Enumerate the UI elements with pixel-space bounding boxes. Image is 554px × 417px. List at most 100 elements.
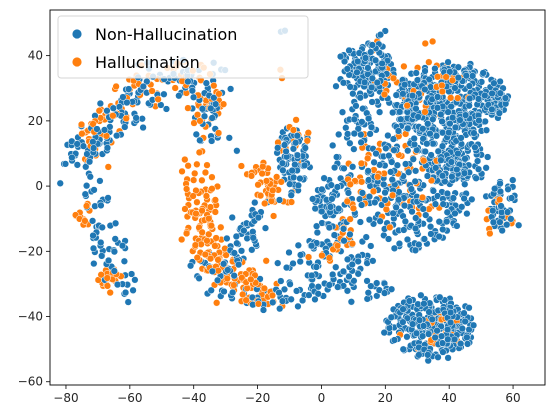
scatter-point-non-hallucination	[465, 102, 473, 110]
scatter-point-hallucination	[103, 282, 112, 290]
scatter-point-hallucination	[438, 81, 446, 90]
scatter-point-hallucination	[217, 223, 225, 231]
scatter-point-non-hallucination	[345, 46, 353, 55]
scatter-point-non-hallucination	[109, 104, 117, 112]
scatter-point-hallucination	[193, 253, 201, 262]
scatter-point-non-hallucination	[121, 288, 130, 297]
scatter-point-non-hallucination	[392, 91, 400, 99]
scatter-point-non-hallucination	[282, 263, 291, 272]
scatter-point-non-hallucination	[443, 217, 451, 226]
scatter-point-non-hallucination	[98, 252, 106, 260]
scatter-point-hallucination	[292, 116, 300, 124]
scatter-point-non-hallucination	[364, 114, 373, 123]
scatter-point-hallucination	[254, 181, 262, 189]
scatter-point-hallucination	[262, 177, 271, 185]
scatter-point-hallucination	[202, 192, 211, 200]
scatter-point-non-hallucination	[451, 123, 460, 132]
scatter-point-non-hallucination	[226, 85, 235, 93]
scatter-point-non-hallucination	[233, 147, 241, 155]
scatter-point-non-hallucination	[131, 276, 139, 284]
scatter-point-non-hallucination	[419, 125, 427, 133]
scatter-point-non-hallucination	[458, 203, 466, 211]
scatter-point-hallucination	[171, 84, 179, 92]
scatter-point-non-hallucination	[439, 200, 447, 208]
scatter-point-non-hallucination	[224, 266, 232, 274]
legend-label-non-hallucination: Non-Hallucination	[95, 25, 237, 44]
scatter-point-non-hallucination	[212, 100, 220, 108]
scatter-point-non-hallucination	[474, 165, 483, 173]
scatter-point-non-hallucination	[409, 155, 417, 163]
scatter-point-non-hallucination	[100, 126, 109, 134]
scatter-point-non-hallucination	[344, 130, 352, 138]
scatter-point-non-hallucination	[325, 223, 333, 232]
scatter-point-non-hallucination	[417, 291, 425, 299]
scatter-point-non-hallucination	[445, 128, 453, 137]
scatter-point-hallucination	[239, 290, 247, 299]
legend-marker-non-hallucination	[71, 28, 83, 40]
scatter-point-hallucination	[318, 251, 326, 260]
legend-label-hallucination: Hallucination	[95, 53, 200, 72]
scatter-point-hallucination	[304, 253, 313, 261]
scatter-point-non-hallucination	[432, 132, 441, 140]
scatter-point-non-hallucination	[294, 302, 302, 311]
scatter-point-non-hallucination	[378, 59, 386, 68]
scatter-point-hallucination	[442, 73, 450, 81]
scatter-point-non-hallucination	[90, 186, 98, 194]
scatter-point-non-hallucination	[230, 249, 238, 257]
scatter-point-non-hallucination	[89, 138, 97, 146]
scatter-point-non-hallucination	[89, 244, 98, 253]
scatter-point-non-hallucination	[375, 108, 384, 116]
scatter-point-hallucination	[346, 180, 354, 188]
scatter-point-non-hallucination	[381, 196, 389, 204]
scatter-point-hallucination	[433, 73, 442, 81]
scatter-point-non-hallucination	[89, 144, 98, 152]
scatter-point-non-hallucination	[349, 163, 357, 171]
y-tick-label: 40	[28, 49, 43, 63]
scatter-point-non-hallucination	[350, 277, 358, 285]
scatter-point-non-hallucination	[81, 190, 89, 198]
scatter-point-non-hallucination	[447, 102, 455, 111]
scatter-point-hallucination	[304, 129, 312, 137]
scatter-point-non-hallucination	[356, 94, 364, 102]
scatter-point-non-hallucination	[312, 222, 321, 230]
scatter-point-non-hallucination	[93, 125, 101, 133]
scatter-point-non-hallucination	[503, 221, 511, 229]
scatter-point-hallucination	[403, 101, 411, 110]
scatter-point-non-hallucination	[381, 27, 389, 35]
scatter-point-non-hallucination	[420, 235, 429, 243]
scatter-point-non-hallucination	[465, 82, 474, 90]
scatter-point-non-hallucination	[423, 172, 432, 180]
scatter-point-non-hallucination	[401, 81, 409, 89]
scatter-point-non-hallucination	[103, 144, 112, 152]
scatter-point-non-hallucination	[61, 160, 70, 168]
scatter-point-non-hallucination	[432, 164, 440, 172]
scatter-point-hallucination	[386, 223, 394, 232]
scatter-point-non-hallucination	[132, 114, 140, 122]
scatter-point-non-hallucination	[384, 131, 392, 140]
scatter-point-non-hallucination	[335, 205, 343, 213]
scatter-point-non-hallucination	[410, 134, 418, 143]
scatter-point-hallucination	[102, 132, 111, 140]
scatter-point-non-hallucination	[425, 330, 433, 338]
scatter-point-non-hallucination	[507, 194, 516, 202]
scatter-point-hallucination	[277, 178, 285, 186]
scatter-point-hallucination	[258, 169, 266, 178]
scatter-point-non-hallucination	[484, 153, 492, 161]
scatter-point-non-hallucination	[113, 280, 122, 289]
scatter-point-non-hallucination	[277, 277, 285, 285]
scatter-point-non-hallucination	[400, 226, 408, 234]
scatter-point-non-hallucination	[400, 201, 409, 210]
scatter-point-non-hallucination	[434, 353, 442, 361]
scatter-point-non-hallucination	[309, 195, 317, 203]
scatter-point-non-hallucination	[184, 77, 192, 86]
scatter-point-non-hallucination	[259, 306, 268, 314]
scatter-point-non-hallucination	[404, 124, 412, 133]
scatter-point-non-hallucination	[496, 77, 504, 86]
scatter-point-non-hallucination	[292, 139, 300, 147]
scatter-point-hallucination	[256, 191, 265, 200]
scatter-point-non-hallucination	[404, 147, 412, 155]
scatter-point-hallucination	[181, 155, 189, 164]
scatter-point-non-hallucination	[447, 158, 456, 166]
scatter-point-non-hallucination	[454, 73, 463, 82]
scatter-point-non-hallucination	[56, 179, 64, 187]
